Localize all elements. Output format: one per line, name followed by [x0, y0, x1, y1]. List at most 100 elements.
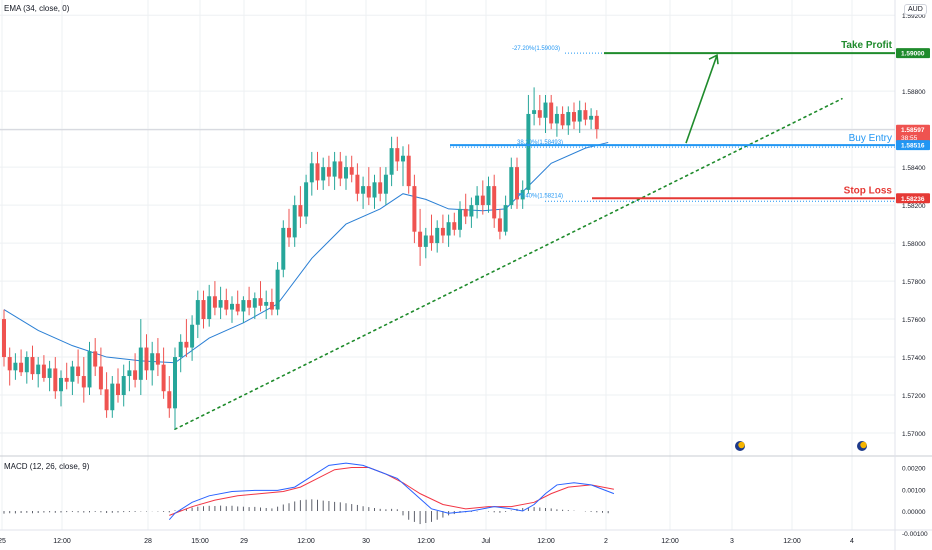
time-tick-label: 12:00	[537, 538, 555, 545]
time-tick-label: 4	[850, 538, 854, 545]
price-tick-label: 1.59200	[902, 13, 926, 20]
time-axis[interactable]: 25 12:00 28 15:00 29 12:00 30 12:00 Jul 12:00 2 12:…	[0, 538, 854, 545]
price-tick-label: 1.57200	[902, 393, 926, 400]
candle-body	[577, 110, 582, 122]
candle-body	[178, 341, 183, 358]
candle-body	[93, 351, 98, 367]
time-tick-label: 12:00	[53, 538, 71, 545]
fib-label-entry: 38.20%(1.58493)	[517, 140, 563, 146]
candle-body	[355, 174, 360, 194]
take-profit-price-bg	[896, 48, 930, 59]
candle-body	[224, 300, 229, 310]
candle-body	[110, 383, 115, 411]
candle-body	[594, 115, 599, 130]
candle-body	[59, 377, 63, 392]
candle-body	[195, 300, 200, 325]
time-tick-label: 2	[604, 538, 608, 545]
candle-body	[275, 269, 280, 310]
time-tick-label: 12:00	[417, 538, 435, 545]
fib-label-sl: 76.40%(1.58214)	[517, 193, 563, 199]
event-marker-dot	[860, 441, 867, 449]
candle-body	[332, 161, 337, 177]
candle-body	[13, 362, 18, 371]
price-tick-label: 1.58200	[902, 203, 926, 210]
take-profit-price: 1.59000	[901, 51, 925, 58]
macd-tick-label: -0.00100	[902, 531, 928, 538]
candle-body	[469, 205, 474, 217]
candle-body	[389, 148, 394, 175]
candle-body	[218, 300, 223, 308]
stop-loss-label: Stop Loss	[844, 185, 893, 196]
candle-body	[543, 102, 548, 118]
candle-body	[144, 347, 149, 371]
candle-body	[554, 113, 559, 124]
time-tick-label: 28	[144, 538, 152, 545]
currency-badge[interactable]: AUD	[904, 4, 927, 15]
candle-body	[418, 231, 423, 247]
candle-body	[435, 227, 440, 244]
candles	[2, 87, 599, 430]
event-markers[interactable]	[735, 441, 867, 451]
candle-body	[104, 389, 109, 411]
candle-body	[349, 167, 354, 175]
candle-body	[429, 235, 434, 244]
candle-body	[366, 186, 371, 198]
candle-body	[76, 366, 81, 377]
macd-pane: -0.00100 0.00000 0.00100 0.00200	[3, 462, 928, 538]
candle-body	[480, 195, 485, 206]
stop-loss-price-bg	[896, 193, 930, 204]
trendline[interactable]	[174, 97, 843, 431]
ema-legend[interactable]: EMA (34, close, 0)	[4, 4, 70, 13]
candle-body	[2, 319, 6, 358]
candle-body	[583, 110, 588, 120]
time-tick-label: 12:00	[783, 538, 801, 545]
candle-body	[252, 298, 257, 308]
candle-body	[509, 167, 514, 206]
time-tick-label: 30	[362, 538, 370, 545]
fib-label-tp: -27.20%(1.59003)	[512, 46, 560, 52]
candle-body	[589, 115, 594, 120]
candle-body	[526, 113, 531, 190]
candle-body	[497, 218, 502, 232]
candle-body	[503, 205, 508, 232]
target-arrow	[685, 54, 718, 144]
candle-body	[41, 364, 46, 378]
candle-body	[264, 301, 269, 306]
time-tick-label: 25	[0, 538, 6, 545]
candle-body	[230, 303, 234, 310]
candle-body	[304, 182, 309, 217]
candle-body	[133, 370, 138, 380]
candle-body	[138, 347, 143, 380]
candle-body	[395, 148, 400, 162]
candle-body	[258, 298, 263, 306]
current-price: 1.58597	[901, 127, 925, 134]
price-tick-label: 1.57000	[902, 431, 926, 438]
macd-tick-label: 0.00100	[902, 487, 926, 494]
macd-legend[interactable]: MACD (12, 26, close, 9)	[4, 462, 90, 471]
candle-body	[463, 208, 468, 217]
candle-body	[315, 163, 320, 181]
candle-body	[378, 182, 383, 194]
candle-body	[515, 167, 519, 200]
candle-body	[247, 300, 252, 308]
candle-body	[30, 357, 35, 375]
candle-body	[321, 167, 326, 181]
candle-body	[53, 368, 58, 392]
candle-body	[98, 366, 103, 390]
candle-body	[452, 222, 457, 230]
candle-body	[190, 324, 195, 348]
price-axis[interactable]: 1.57000 1.57200 1.57400 1.57600 1.57800 1.580…	[896, 13, 930, 438]
candle-body	[566, 112, 571, 126]
candle-body	[64, 377, 69, 382]
price-levels[interactable]: -27.20%(1.59003) 38.20%(1.58493) 76.40%(1.…	[450, 40, 895, 202]
candle-body	[87, 351, 92, 388]
candle-body	[486, 186, 491, 206]
price-tick-label: 1.58800	[902, 89, 926, 96]
candle-body	[287, 227, 291, 238]
time-tick-label: Jul	[482, 538, 491, 545]
candle-body	[155, 353, 160, 365]
candle-body	[281, 227, 286, 270]
